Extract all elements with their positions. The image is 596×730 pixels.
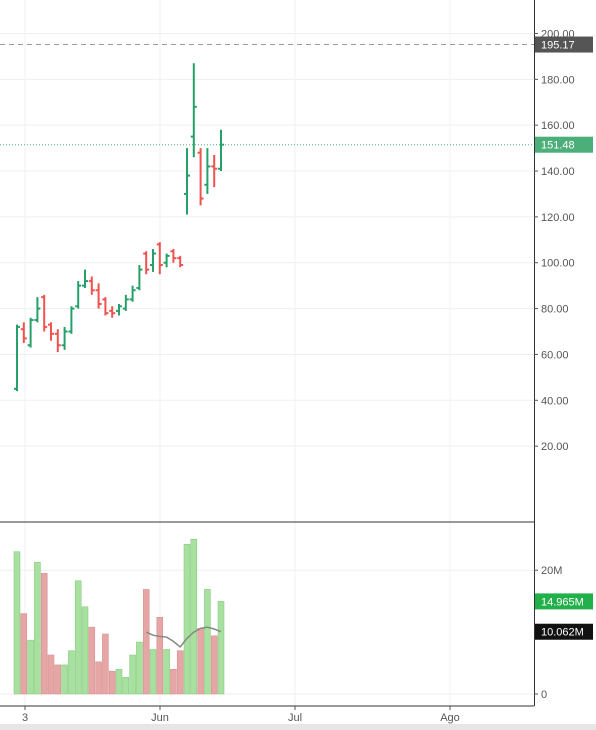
ohlc-bar xyxy=(129,285,136,302)
volume-bar xyxy=(163,649,170,695)
time-tick-label: Ago xyxy=(440,712,460,724)
volume-bar xyxy=(129,654,136,695)
price-tick-label: 100.00 xyxy=(541,258,575,270)
last-price-badge-label: 151.48 xyxy=(541,140,575,152)
volume-tick-label: 0 xyxy=(541,689,547,701)
volume-badge: 14.965M xyxy=(535,593,593,610)
volume-bar xyxy=(74,580,82,695)
volume-tick-label: 20M xyxy=(541,565,562,577)
volume-bar xyxy=(142,589,150,695)
bottom-strip xyxy=(0,724,596,730)
time-tick-label: Jul xyxy=(288,712,302,724)
volume-bar xyxy=(88,626,96,695)
ohlc-bar xyxy=(122,294,129,311)
ohlc-bar xyxy=(102,297,109,316)
volume-bar xyxy=(47,654,55,695)
volume-bar xyxy=(156,617,164,695)
price-tick-label: 40.00 xyxy=(541,395,569,407)
volume-bar xyxy=(115,668,123,695)
volume-bar xyxy=(95,661,102,695)
volume-bar xyxy=(217,601,225,695)
ohlc-bar xyxy=(20,322,27,343)
ohlc-bar xyxy=(170,248,177,263)
volume-bar xyxy=(170,668,177,695)
ohlc-bar xyxy=(197,148,204,206)
ohlc-bar xyxy=(109,306,116,318)
time-tick-label: Jun xyxy=(151,712,169,724)
price-tick-label: 140.00 xyxy=(541,166,575,178)
price-tick-label: 80.00 xyxy=(541,304,569,316)
volume-bar xyxy=(122,677,130,695)
volume-bars xyxy=(13,539,225,695)
ohlc-bar xyxy=(95,283,102,309)
volume-bar xyxy=(102,633,109,695)
volume-ma-line xyxy=(145,626,222,649)
ohlc-bar xyxy=(88,276,95,295)
ohlc-bar xyxy=(48,322,54,341)
volume-moving-average xyxy=(145,626,222,649)
volume-bar xyxy=(108,670,116,695)
high-price-badge-bg xyxy=(535,36,593,53)
high-price-badge-label: 195.17 xyxy=(541,40,575,52)
volume-ma-badge-label: 10.062M xyxy=(541,627,584,639)
high-price-badge: 195.17 xyxy=(535,36,593,53)
volume-bar xyxy=(204,589,211,695)
ohlc-bar xyxy=(150,248,156,272)
volume-bar xyxy=(40,573,48,695)
ohlc-bar xyxy=(116,304,122,316)
volume-bar xyxy=(20,613,28,695)
price-tick-label: 60.00 xyxy=(541,349,569,361)
volume-bar xyxy=(13,551,21,695)
ohlc-bar xyxy=(41,294,48,332)
volume-bar xyxy=(68,650,75,695)
time-tick-label: 3 xyxy=(22,712,28,724)
ohlc-bar xyxy=(143,251,150,275)
ohlc-bar xyxy=(211,154,218,188)
last-price-badge-bg xyxy=(535,136,593,153)
last-price-badge: 151.48 xyxy=(535,136,593,153)
ohlc-bar xyxy=(75,281,82,309)
volume-bar xyxy=(176,650,184,695)
ohlc-bar xyxy=(156,242,163,275)
time-axis[interactable]: 3 Jun Jul Ago xyxy=(22,706,460,724)
ohlc-bar xyxy=(14,324,20,392)
volume-bar xyxy=(149,649,157,695)
volume-bar xyxy=(190,539,198,695)
ohlc-bar xyxy=(163,253,170,268)
volume-ma-badge-bg xyxy=(535,623,593,640)
ohlc-bar xyxy=(177,255,184,268)
ohlc-bar xyxy=(54,329,61,353)
price-tick-label: 160.00 xyxy=(541,120,575,132)
volume-ma-badge: 10.062M xyxy=(535,623,593,640)
ohlc-bar xyxy=(190,63,197,158)
price-tick-label: 20.00 xyxy=(541,441,569,453)
ohlc-bar xyxy=(82,269,88,288)
ohlc-bar xyxy=(61,326,68,350)
ohlc-bar xyxy=(68,306,75,334)
ohlc-bars xyxy=(14,63,224,392)
volume-bar xyxy=(197,628,204,695)
volume-bar xyxy=(27,639,34,695)
volume-bar xyxy=(54,664,62,695)
volume-bar xyxy=(61,664,68,695)
volume-bar xyxy=(34,561,41,695)
ohlc-bar xyxy=(204,148,211,194)
volume-bar xyxy=(183,543,191,695)
volume-bar xyxy=(136,641,143,695)
volume-bar xyxy=(210,635,218,695)
reference-lines xyxy=(0,44,534,146)
price-badges: 195.17 151.48 14.965M 10.062M xyxy=(535,36,593,640)
ohlc-bar xyxy=(136,265,143,291)
volume-axis[interactable]: 20M 0 xyxy=(534,565,562,701)
ohlc-bar xyxy=(27,317,34,348)
volume-bar xyxy=(81,606,89,695)
price-tick-label: 120.00 xyxy=(541,212,575,224)
volume-badge-label: 14.965M xyxy=(541,596,584,608)
ohlc-bar xyxy=(34,297,41,323)
volume-badge-bg xyxy=(535,593,593,610)
ohlc-bar xyxy=(184,148,190,215)
price-tick-label: 180.00 xyxy=(541,74,575,86)
